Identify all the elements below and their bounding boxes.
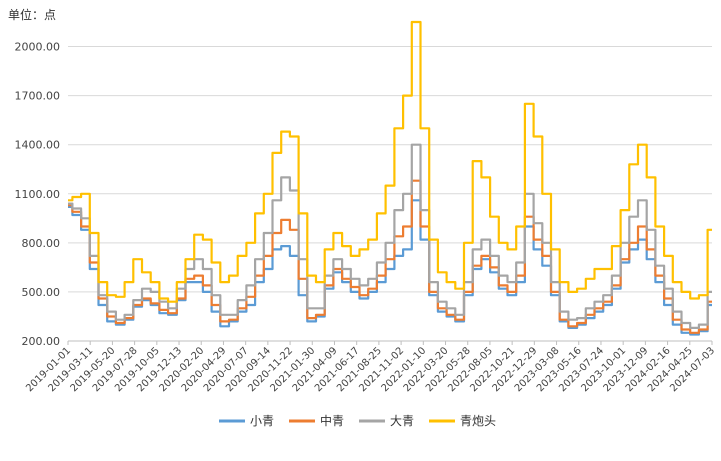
series-line-大青 — [68, 143, 712, 329]
y-tick-label: 500.00 — [22, 286, 61, 299]
legend-label: 青炮头 — [460, 414, 496, 428]
y-tick-label: 200.00 — [22, 335, 61, 348]
series-lines — [68, 20, 712, 336]
y-tick-label: 800.00 — [22, 237, 61, 250]
y-axis-ticks: 200.00 500.00 800.00 1100.00 1400.00 1700.00 2… — [15, 41, 61, 348]
y-tick-label: 1100.00 — [15, 188, 61, 201]
series-line-中青 — [68, 179, 712, 334]
legend: 小青 中青 大青 青炮头 — [219, 413, 496, 428]
legend-label: 小青 — [250, 414, 274, 428]
legend-label: 大青 — [390, 414, 414, 428]
y-tick-label: 1700.00 — [15, 90, 61, 103]
x-axis-ticks: 2019-01-012019-03-112019-05-202019-07-28… — [24, 341, 717, 394]
legend-label: 中青 — [320, 413, 344, 428]
series-line-小青 — [68, 199, 712, 336]
y-tick-label: 1400.00 — [15, 139, 61, 152]
y-gridlines — [68, 46, 712, 342]
y-tick-label: 2000.00 — [15, 41, 61, 54]
y-axis-unit-label: 单位：点 — [8, 8, 57, 22]
series-line-青炮头 — [68, 20, 712, 303]
